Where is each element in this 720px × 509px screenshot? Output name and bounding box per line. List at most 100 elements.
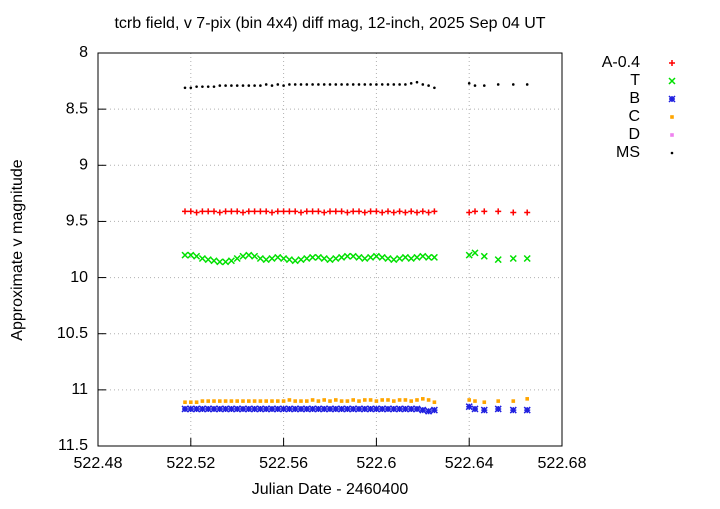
data-point bbox=[419, 208, 426, 215]
data-point bbox=[297, 256, 305, 264]
data-point bbox=[251, 208, 258, 215]
data-point bbox=[372, 405, 380, 413]
x-axis-label: Julian Date - 2460400 bbox=[252, 481, 409, 498]
data-point bbox=[234, 208, 241, 215]
data-point bbox=[293, 399, 297, 403]
data-point bbox=[288, 83, 291, 86]
data-point bbox=[523, 406, 531, 414]
data-point bbox=[274, 253, 282, 261]
data-point bbox=[481, 208, 488, 215]
data-point bbox=[262, 256, 270, 264]
data-point bbox=[361, 209, 368, 216]
data-point bbox=[425, 209, 432, 216]
data-point bbox=[216, 258, 224, 266]
data-point bbox=[241, 84, 245, 87]
data-point bbox=[367, 405, 375, 413]
y-tick-label: 10 bbox=[70, 269, 88, 286]
data-point bbox=[228, 208, 235, 215]
data-point bbox=[291, 405, 299, 413]
data-point bbox=[361, 405, 369, 413]
data-point bbox=[233, 254, 241, 263]
data-point bbox=[397, 398, 402, 402]
y-tick-label: 9 bbox=[79, 157, 88, 174]
data-point bbox=[390, 256, 398, 264]
data-point bbox=[328, 83, 332, 86]
data-point bbox=[285, 405, 293, 413]
data-point bbox=[205, 208, 212, 215]
data-point bbox=[349, 252, 357, 260]
data-point bbox=[310, 398, 315, 402]
data-point bbox=[222, 405, 230, 413]
data-point bbox=[194, 400, 199, 405]
data-point bbox=[210, 257, 218, 265]
data-point bbox=[511, 399, 516, 403]
legend-marker bbox=[669, 60, 675, 66]
data-point bbox=[396, 208, 403, 215]
data-point bbox=[355, 405, 363, 413]
data-point bbox=[216, 209, 223, 216]
y-tick-label: 11 bbox=[71, 381, 88, 398]
data-point bbox=[357, 83, 361, 86]
data-point bbox=[386, 83, 390, 86]
data-point bbox=[363, 398, 367, 402]
data-point bbox=[206, 85, 210, 88]
legend-label: B bbox=[629, 90, 640, 107]
legend-marker bbox=[670, 151, 674, 155]
data-point bbox=[258, 399, 263, 403]
data-point bbox=[257, 208, 264, 215]
data-point bbox=[253, 84, 256, 87]
data-point bbox=[379, 209, 386, 216]
data-point bbox=[320, 405, 328, 413]
data-point bbox=[344, 209, 351, 216]
data-point bbox=[356, 208, 362, 215]
data-point bbox=[182, 208, 188, 215]
data-point bbox=[314, 405, 322, 413]
legend-label: D bbox=[628, 126, 640, 143]
data-point bbox=[309, 208, 316, 215]
data-point bbox=[193, 252, 201, 260]
data-point bbox=[321, 209, 328, 216]
x-tick-label: 522.52 bbox=[166, 455, 215, 472]
data-point bbox=[421, 397, 425, 401]
data-point bbox=[229, 399, 234, 403]
data-point bbox=[187, 405, 195, 413]
data-point bbox=[345, 399, 350, 403]
data-point bbox=[495, 208, 502, 215]
data-point bbox=[403, 398, 408, 402]
data-point bbox=[303, 208, 310, 215]
data-point bbox=[303, 405, 311, 413]
data-point bbox=[327, 208, 333, 215]
data-point bbox=[369, 83, 372, 86]
data-point bbox=[322, 83, 326, 86]
data-point bbox=[280, 405, 288, 413]
data-point bbox=[216, 405, 224, 413]
data-point bbox=[332, 405, 340, 413]
data-point bbox=[398, 83, 401, 86]
data-point bbox=[494, 405, 502, 413]
data-point bbox=[496, 83, 500, 86]
data-point bbox=[467, 82, 471, 85]
data-point bbox=[189, 86, 193, 90]
data-point bbox=[334, 83, 338, 86]
data-point bbox=[204, 256, 212, 264]
data-point bbox=[181, 405, 189, 413]
data-point bbox=[241, 399, 245, 403]
x-tick-label: 522.68 bbox=[538, 455, 587, 472]
data-point bbox=[311, 83, 314, 86]
data-point bbox=[233, 405, 241, 413]
data-point bbox=[390, 209, 397, 216]
plot-frame bbox=[97, 52, 563, 447]
data-point bbox=[264, 83, 268, 86]
x-tick-label: 522.48 bbox=[74, 455, 123, 472]
data-point bbox=[309, 253, 317, 261]
data-point bbox=[432, 400, 437, 405]
data-point bbox=[199, 208, 206, 215]
data-point bbox=[471, 405, 479, 413]
data-point bbox=[409, 82, 413, 85]
data-point bbox=[425, 407, 433, 415]
data-point bbox=[378, 405, 386, 413]
data-point bbox=[245, 405, 253, 413]
data-point bbox=[298, 209, 304, 216]
data-point bbox=[401, 405, 409, 413]
data-point bbox=[340, 83, 343, 86]
